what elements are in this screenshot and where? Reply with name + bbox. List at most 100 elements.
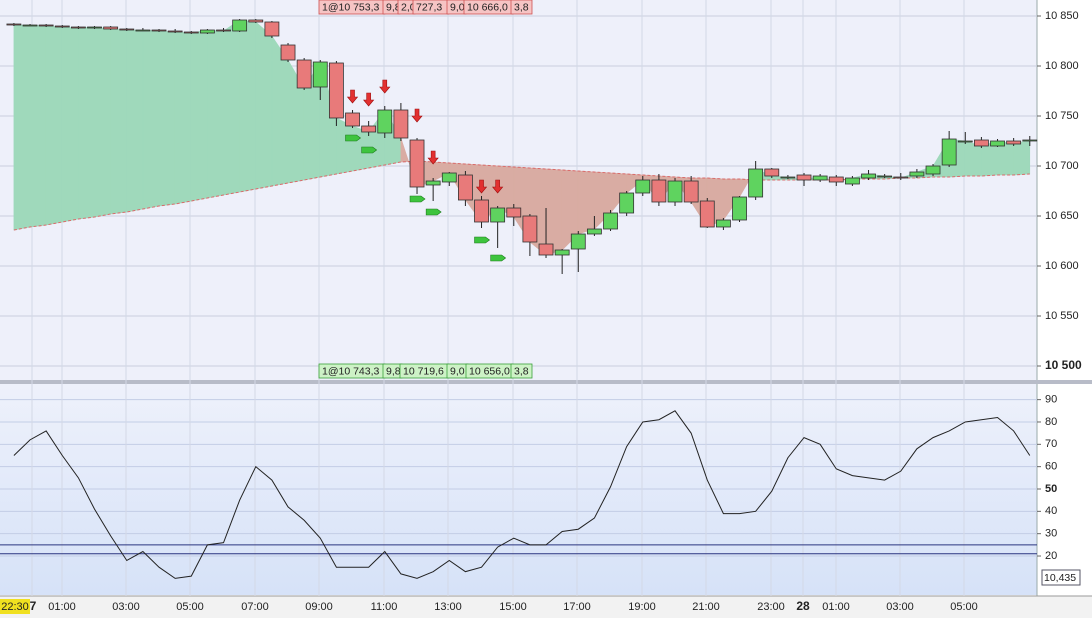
order-label: 10 666,0 xyxy=(467,1,508,13)
y-tick-label: 10 850 xyxy=(1045,10,1079,22)
candle-body xyxy=(393,109,409,139)
order-label: 10 656,0 xyxy=(469,365,510,377)
y-tick-label: 90 xyxy=(1045,394,1057,406)
candle-body xyxy=(151,29,167,32)
y-tick-label: 10 800 xyxy=(1045,60,1079,72)
candle-body xyxy=(699,200,715,228)
value-label-box xyxy=(1041,569,1081,586)
buy-marker xyxy=(361,146,378,154)
candle-body xyxy=(87,26,102,29)
candle-body xyxy=(748,168,764,198)
buy-marker xyxy=(409,195,426,203)
x-tick-label: 01:00 xyxy=(822,601,850,613)
fill-area xyxy=(94,26,111,218)
candle-body xyxy=(54,25,70,28)
candle-body xyxy=(925,165,941,175)
value-label: 10,435 xyxy=(1044,572,1076,584)
fill-area xyxy=(223,19,240,196)
fill-area xyxy=(336,117,353,175)
sell-arrow xyxy=(427,150,439,165)
candle-body xyxy=(377,109,393,134)
candle-body xyxy=(441,172,457,183)
candle-body xyxy=(22,24,38,27)
price-axis xyxy=(1037,0,1092,596)
candle-body xyxy=(328,62,344,119)
candle-body xyxy=(1006,140,1022,145)
y-tick-label: 10 600 xyxy=(1045,260,1079,272)
y-tick-label: 10 550 xyxy=(1045,310,1079,322)
candle-body xyxy=(296,59,312,89)
order-label: 3,8 xyxy=(514,1,529,13)
candle-body xyxy=(345,112,360,127)
candle-body xyxy=(877,175,893,178)
y-tick-label: 10 750 xyxy=(1045,110,1079,122)
y-tick-label: 80 xyxy=(1045,416,1057,428)
candle-body xyxy=(506,207,522,218)
candle-body xyxy=(796,174,812,181)
candle-body xyxy=(522,215,538,243)
candle-body xyxy=(990,140,1005,147)
candle-body xyxy=(603,212,618,230)
x-tick-label: 21:00 xyxy=(692,601,720,613)
candle-body xyxy=(183,31,199,34)
fill-area xyxy=(142,29,160,210)
candle-body xyxy=(587,228,602,235)
candle-body xyxy=(845,177,860,185)
y-tick-label: 20 xyxy=(1045,550,1057,562)
fill-area xyxy=(61,26,79,223)
candle-body xyxy=(812,175,828,181)
candle-body xyxy=(957,140,973,143)
candle-body xyxy=(490,207,506,223)
order-label: 9,8 xyxy=(386,1,401,13)
y-tick-label: 10 500 xyxy=(1045,358,1082,372)
candle-body xyxy=(909,171,925,177)
x-tick-label: 7 xyxy=(30,599,37,613)
fill-area xyxy=(13,24,31,231)
sell-arrow xyxy=(492,179,504,194)
fill-area xyxy=(190,29,208,202)
y-tick-label: 70 xyxy=(1045,438,1057,450)
y-tick-label: 60 xyxy=(1045,461,1057,473)
x-tick-label: 11:00 xyxy=(371,601,398,613)
candle-body xyxy=(828,176,844,183)
candle-body xyxy=(361,125,377,133)
order-label: 2,0 xyxy=(401,1,416,13)
sell-arrow xyxy=(411,108,423,123)
candle-body xyxy=(312,61,328,88)
current-time-box xyxy=(0,599,30,614)
fill-area xyxy=(545,168,563,256)
x-tick-label: 17:00 xyxy=(563,601,591,613)
x-tick-label: 22:30 xyxy=(1,601,29,613)
candle-body xyxy=(683,180,699,203)
sell-arrow xyxy=(475,179,488,194)
candle-body xyxy=(893,176,909,179)
candle-body xyxy=(280,44,296,61)
candle-body xyxy=(216,29,231,32)
candle-body xyxy=(457,174,473,201)
time-axis xyxy=(0,596,1092,618)
candle-body xyxy=(974,139,989,147)
order-label: 9,8 xyxy=(386,365,401,377)
order-label-box xyxy=(510,0,533,15)
x-tick-label: 05:00 xyxy=(950,601,978,613)
x-tick-label: 01:00 xyxy=(48,601,76,613)
fill-area xyxy=(29,24,47,228)
y-tick-label: 50 xyxy=(1045,483,1057,495)
x-tick-label: 23:00 xyxy=(757,601,785,613)
x-tick-label: 05:00 xyxy=(176,601,204,613)
panel-separator xyxy=(0,380,1092,384)
fill-area xyxy=(255,21,273,190)
candle-body xyxy=(6,23,22,26)
candle-body xyxy=(199,29,215,34)
candle-body xyxy=(135,29,151,32)
buy-marker xyxy=(474,236,491,244)
candle-body xyxy=(264,21,280,37)
fill-area xyxy=(110,28,128,215)
candle-body xyxy=(651,179,667,203)
order-label: 9,0 xyxy=(450,1,465,13)
y-tick-label: 30 xyxy=(1045,528,1057,540)
fill-area xyxy=(239,19,257,193)
candle-body xyxy=(941,138,957,166)
